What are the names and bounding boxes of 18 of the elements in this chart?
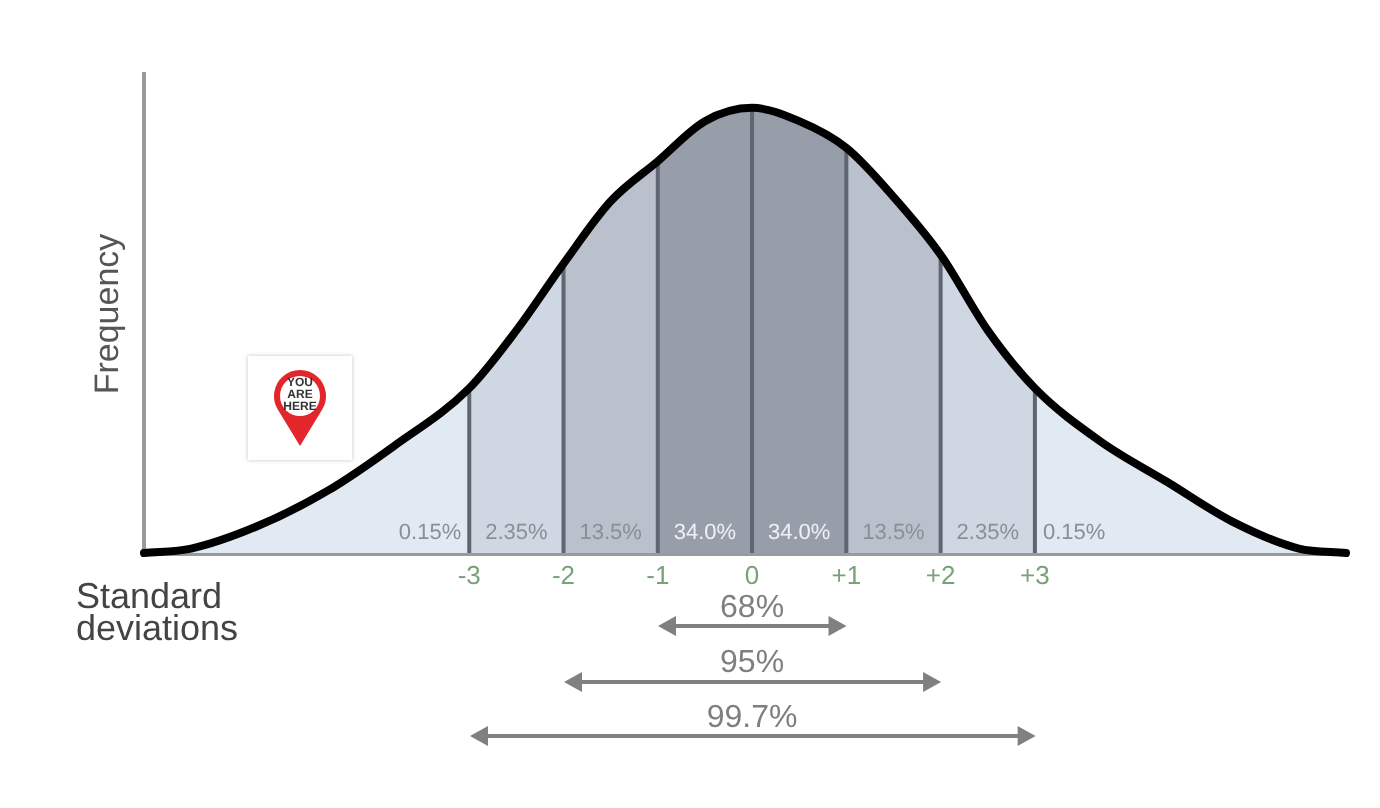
- annotation: 0.15%: [398, 521, 462, 546]
- text: 68%: [720, 590, 785, 625]
- x-tick-label: -1: [646, 559, 670, 590]
- x-tick-label: -3: [457, 559, 481, 590]
- annotation: 34.0%: [768, 521, 831, 546]
- text: 99.7%: [706, 700, 798, 735]
- annotation: 2.35%: [485, 521, 548, 546]
- annotation: 0.15%: [1042, 521, 1106, 546]
- text: 95%: [720, 645, 785, 680]
- x-axis-title: Standard deviations: [76, 576, 241, 648]
- x-tick-label: +3: [1020, 559, 1050, 590]
- x-tick-label: +1: [831, 559, 862, 590]
- x-tick-label: 0: [744, 559, 760, 590]
- x-tick-label: -2: [551, 559, 576, 590]
- x-tick-label: +2: [925, 559, 956, 590]
- annotation: 34.0%: [673, 521, 737, 546]
- y-axis-title: Frequency: [88, 233, 128, 395]
- annotation: 2.35%: [956, 521, 1020, 546]
